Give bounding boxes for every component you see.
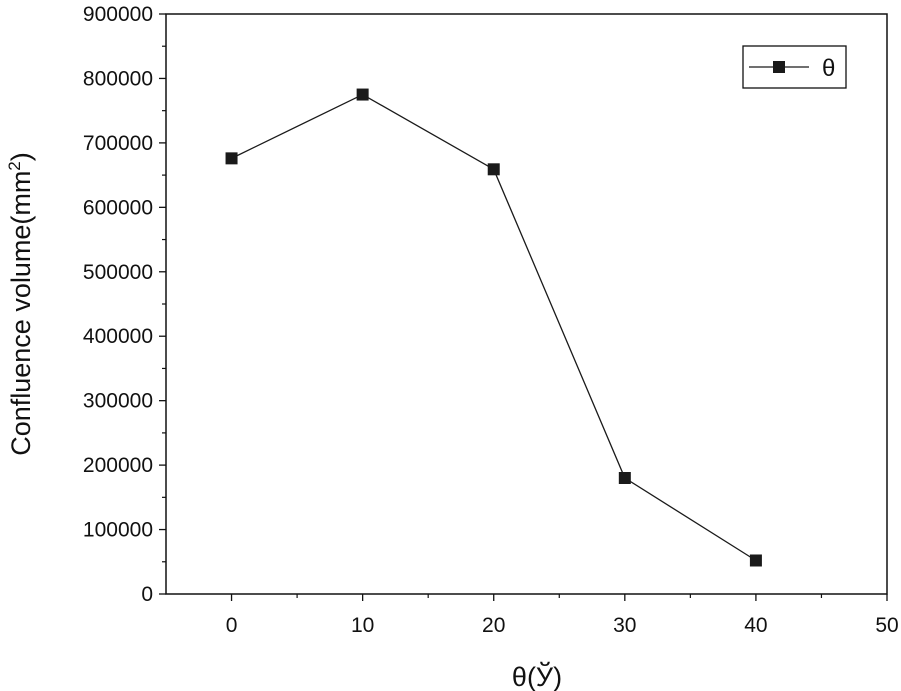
legend-label: θ — [822, 55, 835, 82]
y-tick-label: 900000 — [83, 3, 153, 26]
x-tick-label: 50 — [875, 614, 898, 637]
x-tick-label: 40 — [744, 614, 767, 637]
data-point — [749, 554, 762, 567]
x-tick-label: 30 — [613, 614, 636, 637]
y-tick-label: 200000 — [83, 454, 153, 477]
y-tick-label: 500000 — [83, 261, 153, 284]
y-tick-label: 700000 — [83, 132, 153, 155]
x-tick-label: 20 — [482, 614, 505, 637]
data-point — [487, 163, 500, 176]
data-point — [225, 152, 238, 165]
y-tick-label: 100000 — [83, 519, 153, 542]
data-point — [356, 88, 369, 101]
x-axis-ticks: 0 10 20 30 40 50 — [226, 594, 899, 637]
y-tick-label: 300000 — [83, 390, 153, 413]
y-tick-label: 800000 — [83, 67, 153, 90]
y-axis-ticks: 0 100000 200000 300000 400000 500000 600000 700… — [83, 3, 166, 606]
x-axis-title: θ(Ў) — [512, 660, 562, 691]
series-layer — [225, 88, 762, 567]
y-tick-label: 0 — [141, 583, 153, 606]
legend: θ — [742, 45, 847, 89]
plot-frame — [165, 13, 888, 595]
y-axis-title: Confluence volume(mm2) — [5, 152, 36, 456]
y-tick-label: 400000 — [83, 325, 153, 348]
y-tick-label: 600000 — [83, 196, 153, 219]
legend-marker — [773, 61, 785, 73]
data-point — [618, 472, 631, 484]
x-tick-label: 10 — [351, 614, 374, 637]
x-tick-label: 0 — [226, 614, 238, 637]
